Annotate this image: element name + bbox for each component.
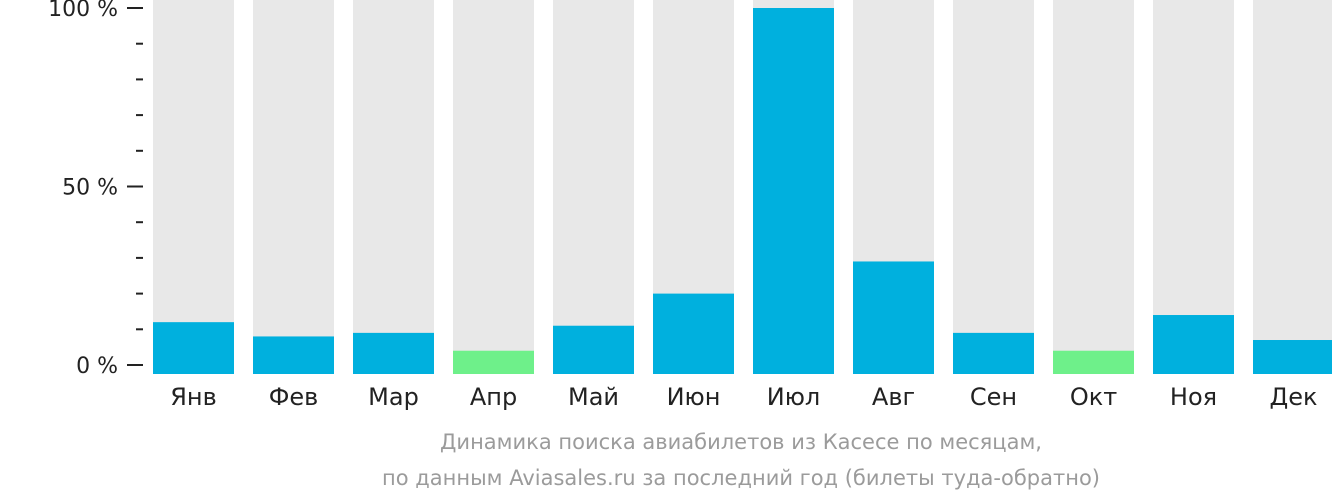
bar-10 bbox=[1053, 350, 1134, 374]
chart-caption-line1: Динамика поиска авиабилетов из Касесе по… bbox=[440, 430, 1042, 454]
x-tick-label: Авг bbox=[872, 383, 915, 411]
x-tick-label: Фев bbox=[269, 383, 319, 411]
chart-caption-line2: по данным Aviasales.ru за последний год … bbox=[382, 466, 1100, 490]
bar-background bbox=[353, 0, 434, 374]
y-tick-label: 50 % bbox=[62, 176, 118, 201]
x-tick-label: Май bbox=[568, 383, 619, 411]
bar-4 bbox=[453, 350, 534, 374]
x-tick-label: Июл bbox=[767, 383, 821, 411]
bar-background bbox=[953, 0, 1034, 374]
bar-3 bbox=[353, 332, 434, 374]
x-tick-label: Окт bbox=[1070, 383, 1117, 411]
bar-background bbox=[153, 0, 234, 374]
y-axis: 0 % 50 % 100 % bbox=[48, 0, 143, 379]
bar-8 bbox=[853, 261, 934, 374]
x-tick-label: Мар bbox=[368, 383, 419, 411]
bar-background bbox=[453, 0, 534, 374]
x-tick-label: Дек bbox=[1269, 383, 1317, 411]
bar-5 bbox=[553, 325, 634, 374]
bar-9 bbox=[953, 332, 1034, 374]
bar-background bbox=[1053, 0, 1134, 374]
x-axis: Янв Фев Мар Апр Май Июн Июл Авг Сен Окт Ноя Дек bbox=[170, 383, 1317, 411]
x-tick-label: Янв bbox=[170, 383, 217, 411]
bars bbox=[153, 0, 1332, 374]
x-tick-label: Июн bbox=[667, 383, 721, 411]
bar-11 bbox=[1153, 315, 1234, 374]
bar-background bbox=[253, 0, 334, 374]
y-tick-label: 100 % bbox=[48, 0, 118, 22]
y-tick-label: 0 % bbox=[76, 354, 118, 379]
x-tick-label: Сен bbox=[970, 383, 1017, 411]
bar-background bbox=[1253, 0, 1332, 374]
bar-6 bbox=[653, 293, 734, 374]
bar-background bbox=[1153, 0, 1234, 374]
x-tick-label: Апр bbox=[470, 383, 517, 411]
bar-2 bbox=[253, 336, 334, 374]
bar-7 bbox=[753, 8, 834, 374]
bar-1 bbox=[153, 322, 234, 374]
bar-chart: 0 % 50 % 100 % Янв Фев Мар Апр Май Июн Июл Авг Сен… bbox=[48, 0, 1332, 411]
bar-12 bbox=[1253, 340, 1332, 374]
bar-background bbox=[553, 0, 634, 374]
x-tick-label: Ноя bbox=[1170, 383, 1217, 411]
